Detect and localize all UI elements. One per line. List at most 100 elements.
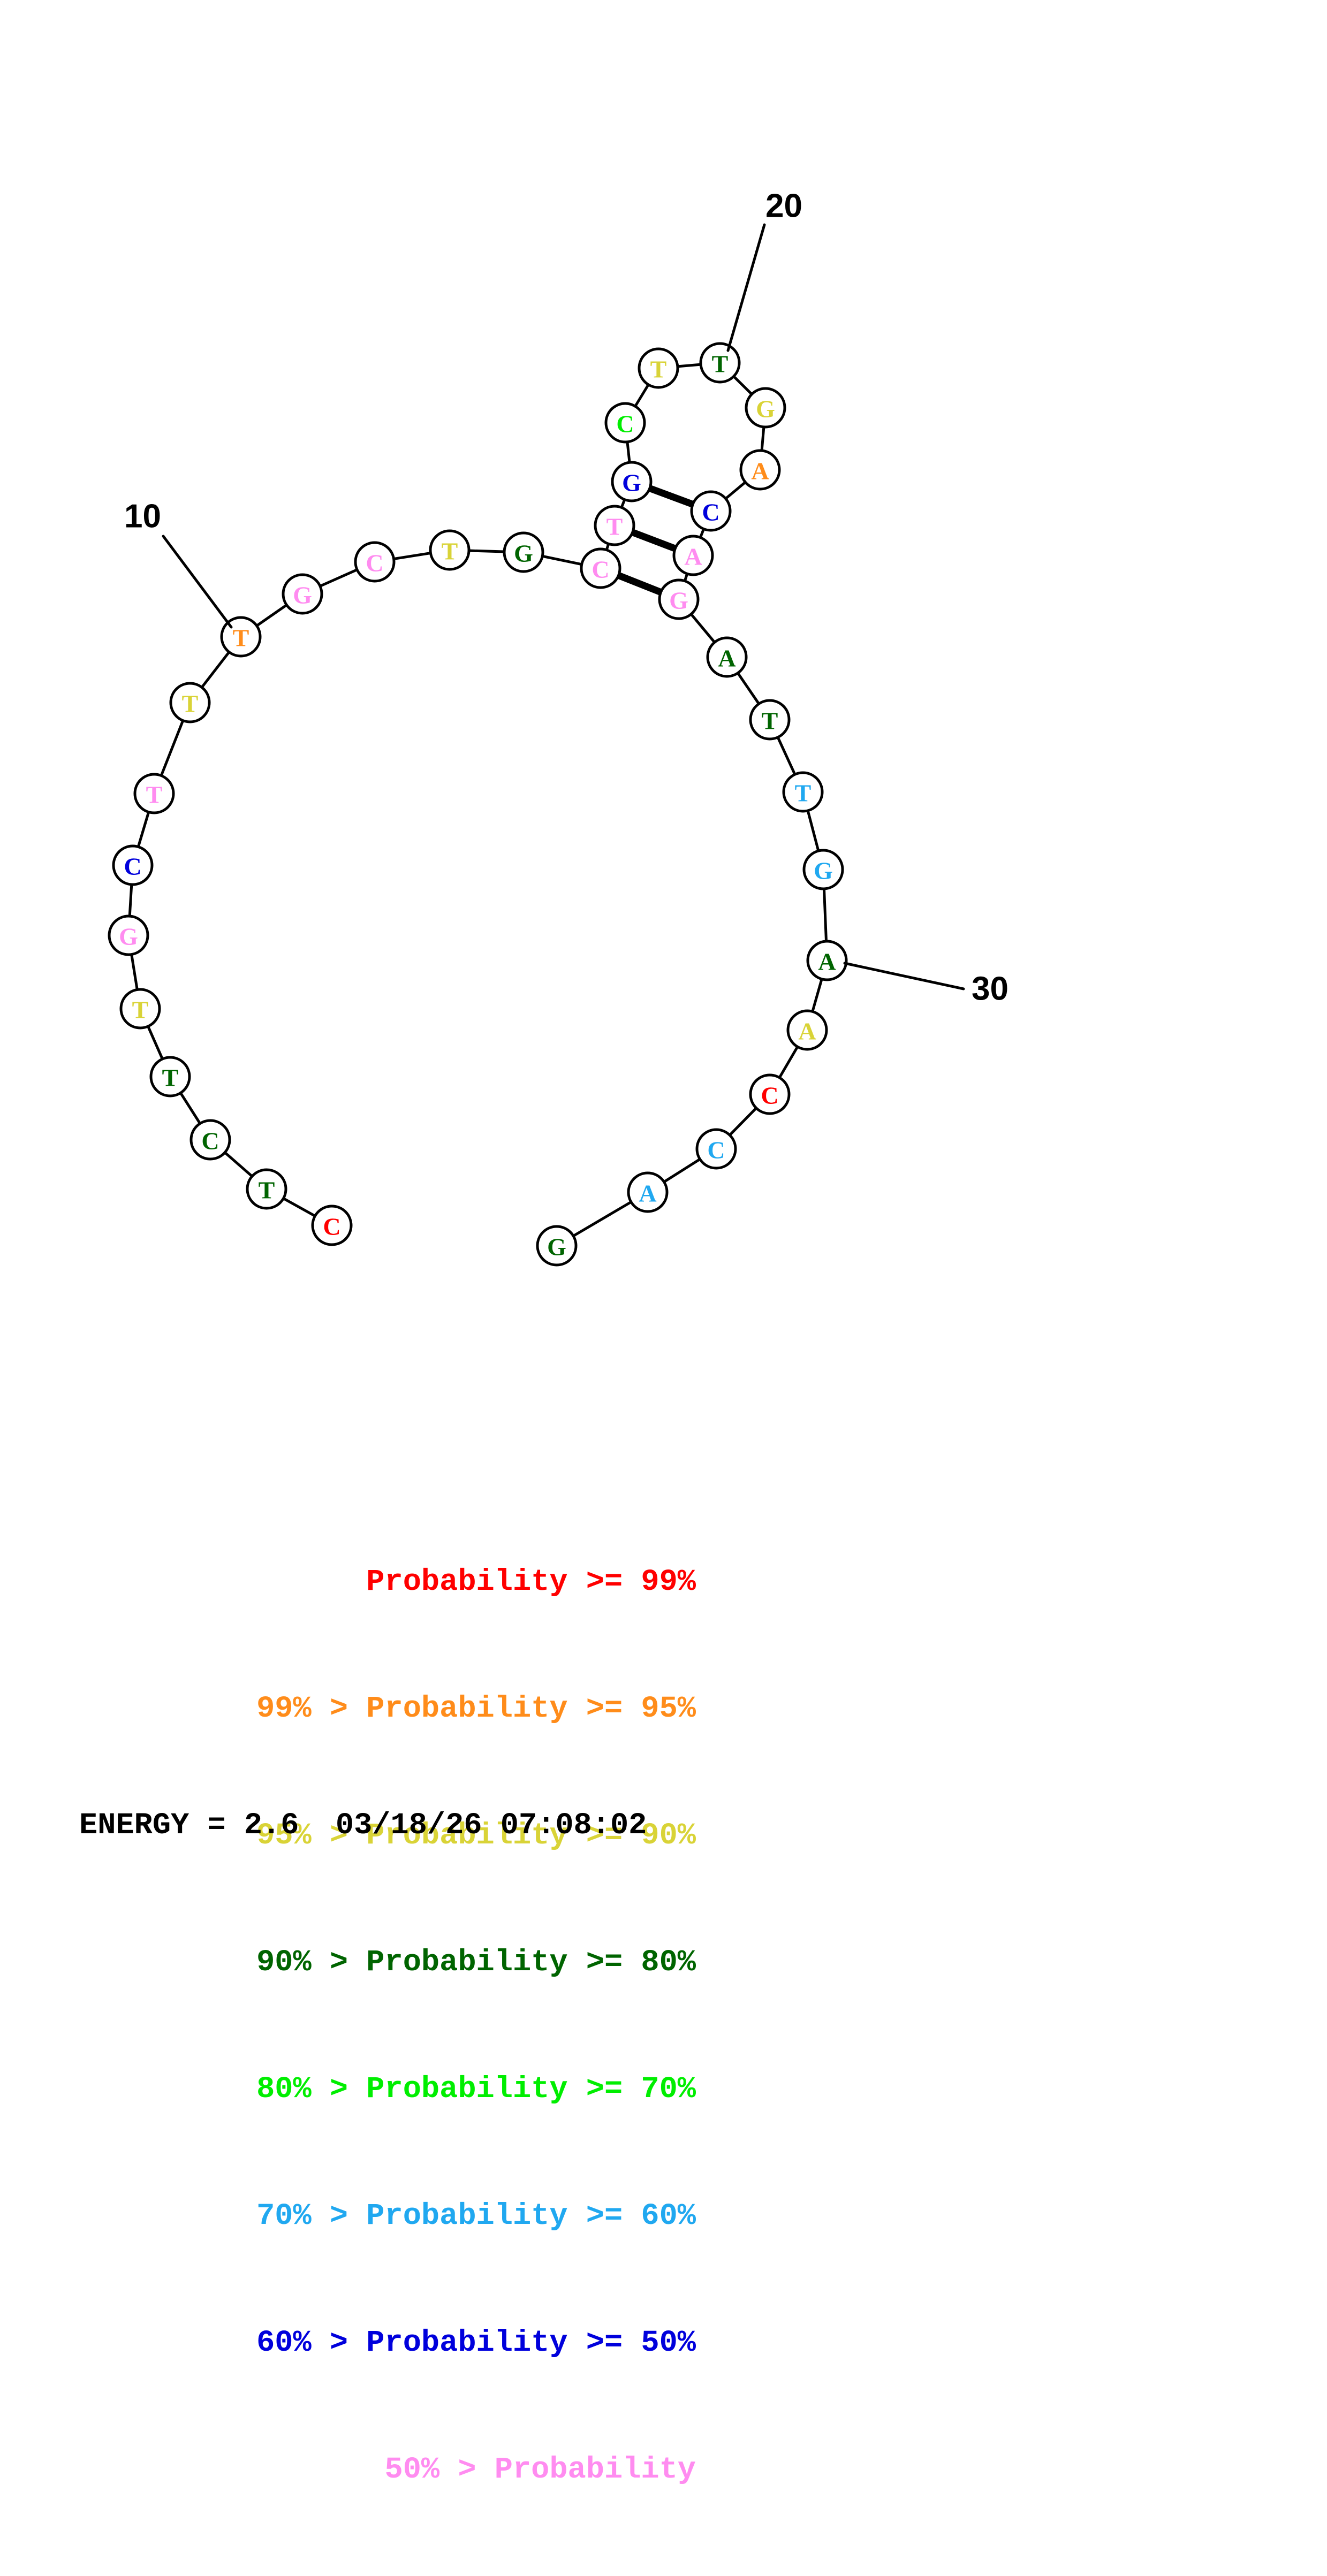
base-node[interactable]: A xyxy=(672,535,714,576)
position-label-20: 20 xyxy=(765,188,802,225)
base-node[interactable]: T xyxy=(594,505,635,546)
position-label-layer: 10 20 30 xyxy=(124,188,1008,1008)
backbone-segment xyxy=(541,554,583,566)
base-letter: A xyxy=(639,1180,656,1207)
base-node[interactable]: T xyxy=(699,342,741,384)
base-node[interactable]: A xyxy=(706,636,748,678)
base-letter: T xyxy=(712,350,729,378)
base-circle xyxy=(311,1205,353,1246)
backbone-segment xyxy=(776,736,797,776)
base-circle xyxy=(119,988,161,1030)
base-letter: T xyxy=(650,356,667,383)
base-node[interactable]: C xyxy=(695,1128,737,1170)
backbone-segment xyxy=(822,887,828,943)
legend-row-95: 99% > Probability >= 95% xyxy=(256,1692,696,1726)
base-node[interactable]: G xyxy=(503,531,544,573)
base-circle xyxy=(782,771,824,813)
base-circle xyxy=(690,490,732,532)
backbone-segment xyxy=(806,809,820,852)
base-letter: C xyxy=(366,550,383,577)
base-circle xyxy=(604,402,646,444)
base-pair-layer xyxy=(616,484,695,596)
backbone-segment xyxy=(160,719,185,778)
base-circle xyxy=(706,636,748,678)
base-node[interactable]: T xyxy=(119,988,161,1030)
base-node[interactable]: C xyxy=(690,490,732,532)
base-node[interactable]: T xyxy=(638,347,679,389)
backbone-segment xyxy=(699,527,706,539)
energy-and-timestamp: ENERGY = 2.6 03/18/26 07:08:02 xyxy=(79,1809,647,1843)
base-node[interactable]: G xyxy=(536,1225,578,1267)
base-node[interactable]: C xyxy=(112,844,154,886)
base-node[interactable]: C xyxy=(189,1119,231,1161)
position-leader-line xyxy=(843,962,965,990)
base-circle xyxy=(739,449,781,491)
base-node[interactable]: T xyxy=(429,529,471,571)
base-letter: T xyxy=(132,996,149,1024)
base-circle xyxy=(638,347,679,389)
legend-row-below-50: 50% > Probability xyxy=(384,2453,696,2487)
base-node[interactable]: C xyxy=(311,1205,353,1246)
base-node[interactable]: G xyxy=(802,849,844,890)
base-letter: C xyxy=(124,853,141,880)
base-node[interactable]: A xyxy=(739,449,781,491)
legend-row-99: Probability >= 99% xyxy=(366,1565,696,1599)
backbone-segment xyxy=(179,1091,202,1125)
base-letter: G xyxy=(756,395,775,423)
base-node[interactable]: C xyxy=(749,1073,791,1115)
base-node[interactable]: C xyxy=(580,547,621,589)
base-node[interactable]: G xyxy=(611,461,653,502)
base-node[interactable]: G xyxy=(745,387,786,429)
base-circle xyxy=(354,541,396,583)
backbone-segment xyxy=(137,810,150,849)
position-leader-line xyxy=(726,223,766,352)
backbone-segment xyxy=(255,604,288,627)
backbone-segment xyxy=(223,1151,254,1178)
base-letter: A xyxy=(718,645,735,672)
base-letter: T xyxy=(442,538,458,565)
base-letter: T xyxy=(795,780,812,807)
base-circle xyxy=(786,1009,828,1051)
base-circle xyxy=(536,1225,578,1267)
base-circle xyxy=(189,1119,231,1161)
base-pair-bond xyxy=(647,484,695,508)
base-node[interactable]: C xyxy=(354,541,396,583)
base-node[interactable]: T xyxy=(149,1056,191,1098)
base-circle xyxy=(282,573,323,615)
base-node[interactable]: T xyxy=(246,1168,287,1210)
base-node[interactable]: T xyxy=(169,682,211,723)
base-letter: C xyxy=(707,1137,725,1164)
base-letter: G xyxy=(622,469,641,497)
base-node[interactable]: A xyxy=(806,940,848,981)
base-circle xyxy=(133,773,175,814)
base-letter: T xyxy=(606,513,623,540)
base-letter: A xyxy=(684,543,702,570)
base-circle xyxy=(802,849,844,890)
base-node[interactable]: G xyxy=(108,914,149,956)
base-node[interactable]: C xyxy=(604,402,646,444)
base-node[interactable]: G xyxy=(282,573,323,615)
base-letter: G xyxy=(669,587,688,614)
base-letter: T xyxy=(233,624,249,652)
base-letter: T xyxy=(162,1064,179,1092)
base-node[interactable]: A xyxy=(786,1009,828,1051)
legend-row-60: 70% > Probability >= 60% xyxy=(256,2199,696,2234)
position-label-10: 10 xyxy=(124,498,161,535)
backbone-segment xyxy=(634,383,650,408)
legend-row-50: 60% > Probability >= 50% xyxy=(256,2326,696,2360)
base-circle xyxy=(695,1128,737,1170)
backbone-segment xyxy=(572,1200,633,1238)
base-node[interactable]: T xyxy=(782,771,824,813)
probability-legend: Probability >= 99% 99% > Probability >= … xyxy=(0,1477,696,2576)
backbone-segment xyxy=(130,953,139,991)
backbone-layer xyxy=(128,363,828,1238)
base-circle xyxy=(112,844,154,886)
base-node[interactable]: A xyxy=(627,1171,669,1213)
base-node[interactable]: G xyxy=(658,578,700,620)
base-circle xyxy=(749,699,791,741)
base-node[interactable]: T xyxy=(133,773,175,814)
backbone-segment xyxy=(736,672,761,705)
base-node[interactable]: T xyxy=(749,699,791,741)
base-letter: C xyxy=(323,1213,340,1240)
